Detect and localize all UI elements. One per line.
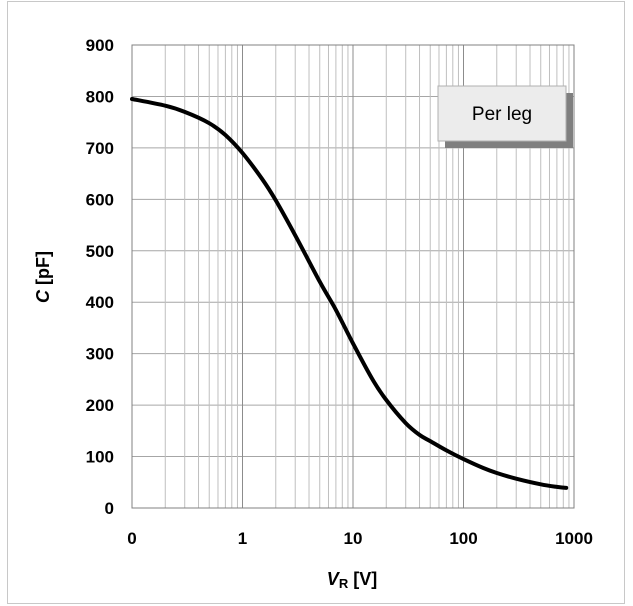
y-tick-label: 800 [86,87,114,106]
x-axis-label-subscript: R [339,576,349,591]
y-axis-label-unit: [pF] [33,251,53,290]
y-tick-label: 400 [86,293,114,312]
y-tick-label: 0 [105,499,114,518]
x-axis-label-unit: [V] [348,569,377,589]
x-tick-label: 100 [449,529,477,548]
x-tick-label: 10 [344,529,363,548]
legend-label: Per leg [472,104,532,125]
x-tick-label: 1 [238,529,247,548]
y-tick-label: 700 [86,139,114,158]
y-tick-label: 100 [86,448,114,467]
y-axis-label-symbol: C [33,289,53,303]
y-tick-label: 500 [86,242,114,261]
x-axis-label-symbol: V [327,569,341,589]
y-tick-label: 900 [86,36,114,55]
x-tick-label: 1000 [555,529,593,548]
y-tick-labels: 0 100 200 300 400 500 600 700 800 900 [86,36,114,518]
y-axis-label: C [pF] [33,251,53,303]
legend-box-face [437,85,567,142]
legend-box: Per leg [437,85,573,148]
y-tick-label: 300 [86,345,114,364]
y-tick-label: 200 [86,396,114,415]
capacitance-curve [130,97,569,490]
y-tick-label: 600 [86,190,114,209]
x-axis-label: VR [V] [327,569,377,591]
plot-area-border [131,44,575,509]
x-tick-labels: 0 1 10 100 1000 [127,529,593,548]
x-tick-label: 0 [127,529,136,548]
